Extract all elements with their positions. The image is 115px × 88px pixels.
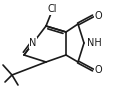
Text: O: O bbox=[94, 65, 102, 75]
Text: N: N bbox=[29, 38, 36, 48]
Text: O: O bbox=[94, 11, 102, 21]
Text: NH: NH bbox=[86, 38, 101, 48]
Text: Cl: Cl bbox=[47, 4, 56, 14]
